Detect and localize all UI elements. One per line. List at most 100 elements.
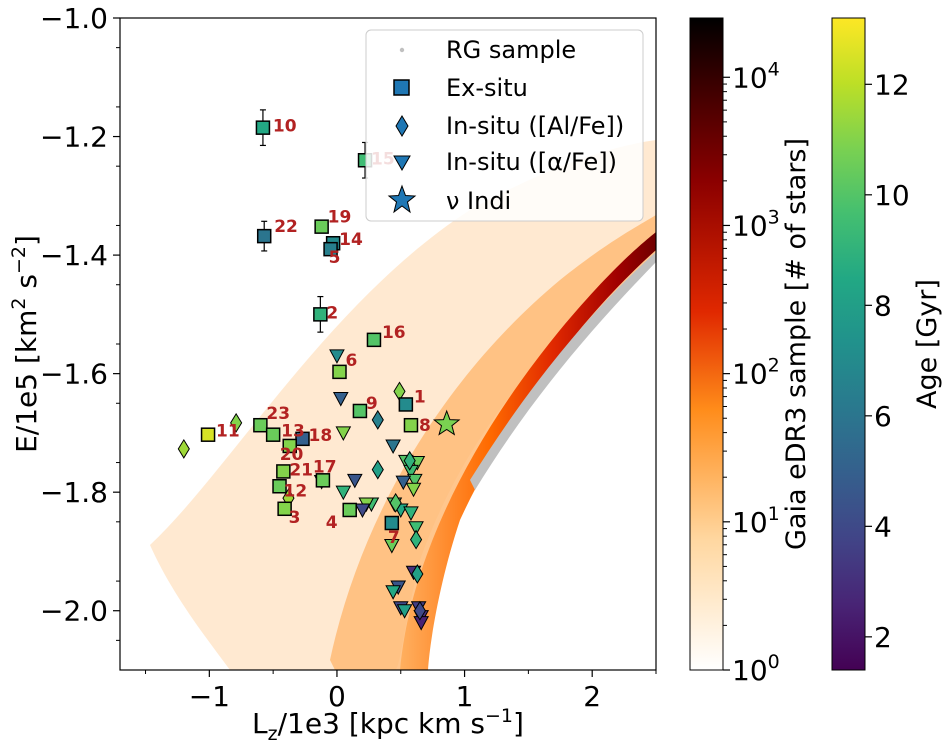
exsitu-label: 16 bbox=[382, 323, 406, 343]
y-axis-label: E/1e5 [km2 s−2] bbox=[8, 235, 43, 453]
legend-exsitu-label: Ex-situ bbox=[446, 74, 528, 102]
x-tick-label: 1 bbox=[456, 680, 474, 713]
exsitu-label: 20 bbox=[280, 445, 304, 465]
age-colorbar-ticks: 2 4 6 8 10 12 bbox=[865, 68, 910, 654]
exsitu-marker bbox=[332, 364, 347, 380]
y-axis-ticks: −1.0 −1.2 −1.4 −1.6 −1.8 −2.0 bbox=[40, 2, 120, 641]
insitu-al-marker bbox=[403, 450, 416, 471]
exsitu-marker bbox=[277, 501, 292, 517]
exsitu-label: 13 bbox=[281, 422, 305, 442]
exsitu-marker bbox=[282, 438, 297, 454]
legend-insitu-al-marker bbox=[395, 115, 409, 137]
insitu-al-marker bbox=[389, 492, 402, 513]
age-colorbar: 2 4 6 8 10 12 Age [Gyr] bbox=[831, 17, 943, 671]
insitu-alpha-marker bbox=[396, 604, 413, 619]
legend-insitu-alpha-marker bbox=[393, 155, 411, 172]
exsitu-label: 21 bbox=[289, 460, 313, 480]
density-colorbar-tick-label: 101 bbox=[732, 503, 780, 539]
exsitu-label: 8 bbox=[419, 416, 431, 436]
legend-rg-label: RG sample bbox=[446, 36, 576, 64]
insitu-al-marker bbox=[371, 409, 384, 430]
legend-rg-marker bbox=[399, 47, 405, 53]
insitu-alpha-marker bbox=[335, 426, 352, 441]
exsitu-marker bbox=[255, 120, 271, 135]
age-colorbar-tick-label: 6 bbox=[874, 400, 892, 433]
y-tick-label: −1.2 bbox=[40, 121, 108, 154]
rg-sample-ridge bbox=[470, 252, 656, 490]
exsitu-label: 14 bbox=[339, 230, 363, 250]
density-colorbar-label: Gaia eDR3 sample [# of stars] bbox=[781, 138, 812, 550]
density-colorbar-tick-label: 102 bbox=[732, 355, 780, 391]
y-tick-label: −1.4 bbox=[40, 239, 108, 272]
exsitu-marker bbox=[276, 464, 291, 479]
insitu-alpha-marker bbox=[385, 439, 401, 455]
density-colorbar-tick-label: 100 bbox=[732, 651, 780, 687]
exsitu-marker bbox=[315, 473, 331, 488]
exsitu-label: 1 bbox=[414, 387, 426, 407]
exsitu-label: 6 bbox=[346, 351, 358, 371]
y-tick-label: −1.6 bbox=[40, 358, 108, 391]
exsitu-label: 7 bbox=[388, 528, 400, 548]
exsitu-marker bbox=[253, 417, 268, 433]
insitu-alpha-marker bbox=[329, 349, 345, 364]
insitu-al-marker bbox=[413, 600, 426, 621]
insitu-alpha-marker bbox=[403, 506, 419, 521]
x-tick-label: 2 bbox=[583, 680, 601, 713]
exsitu-label: 19 bbox=[328, 208, 352, 228]
insitu-alpha-marker bbox=[383, 539, 400, 554]
legend-nu-indi-marker bbox=[387, 184, 417, 214]
exsitu-label: 3 bbox=[289, 508, 301, 528]
exsitu-marker bbox=[272, 479, 287, 494]
exsitu-marker bbox=[366, 332, 382, 348]
age-colorbar-tick-label: 10 bbox=[874, 179, 910, 212]
density-colorbar-bar bbox=[689, 17, 724, 671]
insitu-alpha-marker bbox=[335, 485, 352, 501]
x-axis-ticks: −1 0 1 2 bbox=[145, 670, 657, 713]
density-ridge bbox=[400, 232, 656, 670]
density-colorbar: 100 101 102 103 104 Gaia eDR3 sample [# of s… bbox=[689, 17, 812, 687]
nu-indi-marker bbox=[432, 409, 461, 436]
legend-exsitu-marker bbox=[393, 79, 410, 96]
density-colorbar-ticks: 100 101 102 103 104 bbox=[723, 58, 780, 687]
exsitu-label: 12 bbox=[284, 481, 308, 501]
legend-insitu-al-label: In-situ ([Al/Fe]) bbox=[446, 112, 624, 140]
data-points bbox=[177, 109, 461, 631]
age-colorbar-tick-label: 4 bbox=[874, 510, 892, 543]
exsitu-marker bbox=[323, 241, 338, 257]
exsitu-label: 9 bbox=[366, 394, 378, 414]
insitu-al-marker bbox=[411, 564, 424, 584]
exsitu-label: 17 bbox=[313, 457, 337, 477]
insitu-alpha-marker bbox=[408, 521, 424, 536]
exsitu-marker bbox=[384, 515, 400, 531]
density-colorbar-tick-label: 103 bbox=[732, 206, 780, 242]
exsitu-marker bbox=[398, 397, 414, 412]
exsitu-label: 11 bbox=[216, 422, 240, 442]
exsitu-label: 10 bbox=[273, 117, 297, 137]
insitu-alpha-marker bbox=[405, 482, 422, 498]
exsitu-label: 2 bbox=[326, 303, 338, 323]
exsitu-marker bbox=[265, 427, 281, 442]
y-tick-label: −1.8 bbox=[40, 476, 108, 509]
exsitu-label: 18 bbox=[308, 426, 332, 446]
exsitu-marker bbox=[313, 307, 328, 322]
exsitu-marker bbox=[403, 417, 419, 433]
exsitu-marker bbox=[342, 502, 357, 518]
age-colorbar-label: Age [Gyr] bbox=[912, 279, 943, 409]
insitu-alpha-marker bbox=[346, 473, 363, 489]
exsitu-marker bbox=[352, 403, 368, 419]
insitu-al-marker bbox=[371, 459, 384, 480]
exsitu-marker bbox=[314, 219, 329, 234]
exsitu-marker bbox=[256, 228, 272, 244]
age-colorbar-bar bbox=[831, 17, 866, 671]
insitu-alpha-marker bbox=[354, 503, 371, 519]
insitu-alpha-marker bbox=[385, 585, 401, 600]
x-tick-label: 0 bbox=[328, 680, 346, 713]
insitu-alpha-marker bbox=[332, 392, 349, 407]
age-colorbar-tick-label: 12 bbox=[874, 68, 910, 101]
age-colorbar-tick-label: 8 bbox=[874, 289, 892, 322]
x-tick-label: −1 bbox=[189, 680, 230, 713]
exsitu-label: 4 bbox=[326, 513, 338, 533]
insitu-al-marker bbox=[230, 412, 243, 433]
exsitu-label: 5 bbox=[329, 248, 341, 268]
legend-box bbox=[365, 29, 644, 222]
